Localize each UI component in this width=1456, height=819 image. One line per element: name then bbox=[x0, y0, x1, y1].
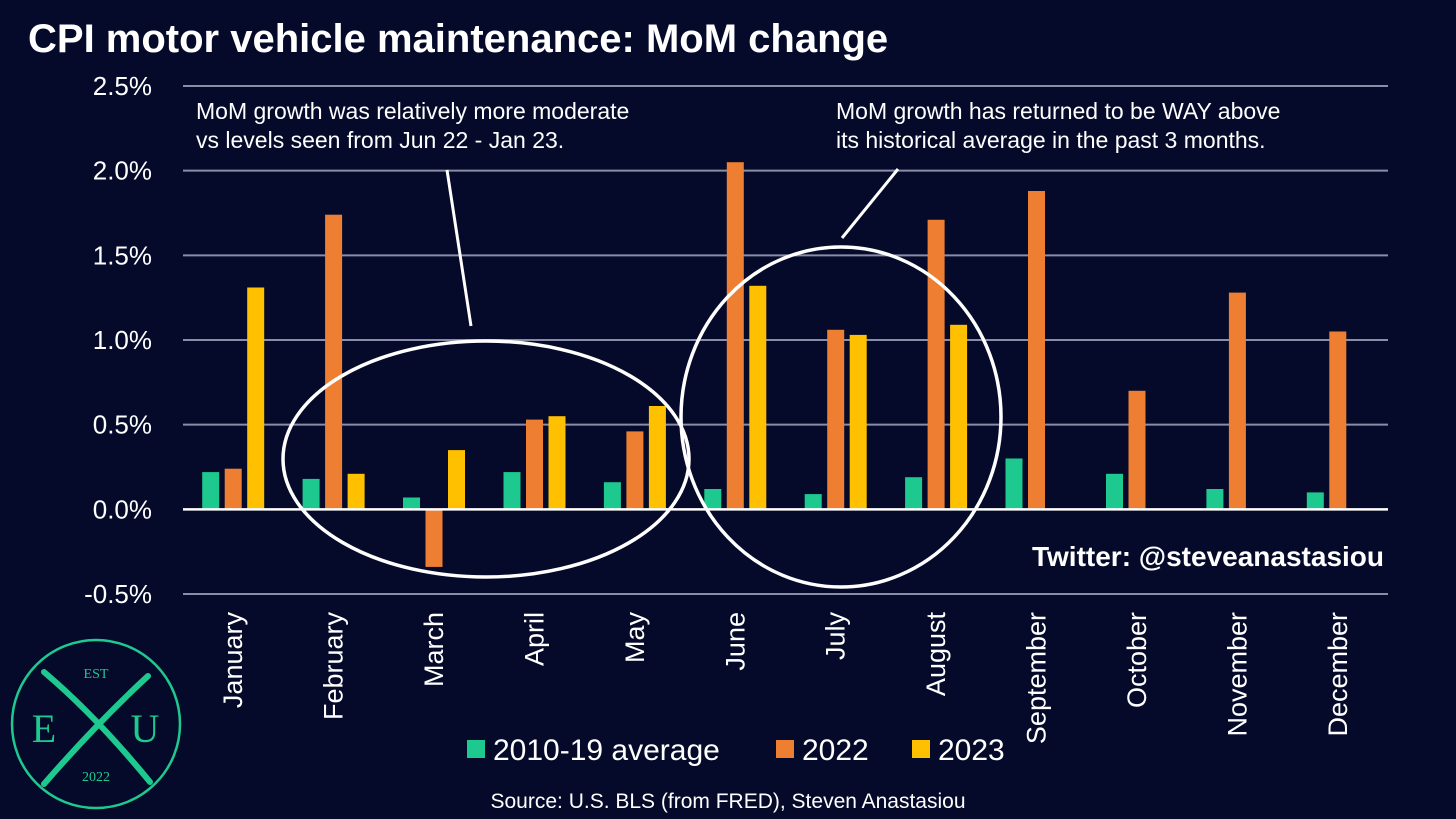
x-tick-label: December bbox=[1323, 612, 1353, 737]
bar-2022-march bbox=[425, 509, 443, 567]
bar-2022-july bbox=[827, 329, 845, 510]
bar-2023-august bbox=[950, 324, 968, 510]
bar-2023-july bbox=[849, 334, 867, 510]
chart-title: CPI motor vehicle maintenance: MoM chang… bbox=[28, 17, 888, 61]
legend-label-avg: 2010-19 average bbox=[493, 734, 720, 767]
x-tick-label: April bbox=[520, 612, 550, 666]
logo-circle bbox=[10, 638, 182, 810]
bar-2022-november bbox=[1228, 292, 1246, 510]
bar-2022-february bbox=[325, 214, 343, 510]
left-annotation-line1: MoM growth was relatively more moderate bbox=[196, 98, 629, 124]
right-annotation-line1: MoM growth has returned to be WAY above bbox=[836, 98, 1280, 124]
bar-2010-19-average-march bbox=[403, 497, 420, 510]
legend-swatch-2022 bbox=[776, 740, 794, 758]
grid-lines bbox=[183, 85, 1388, 595]
legend-swatch-avg bbox=[467, 740, 485, 758]
y-tick-label: 1.0% bbox=[93, 325, 152, 355]
logo-letter-u: U bbox=[131, 706, 160, 751]
left-highlight-ellipse bbox=[281, 339, 691, 579]
legend-label-2022: 2022 bbox=[802, 734, 869, 767]
bar-2022-december bbox=[1329, 331, 1347, 510]
x-tick-label: October bbox=[1122, 612, 1152, 708]
bar-2022-january bbox=[224, 468, 242, 510]
logo-year: 2022 bbox=[82, 770, 110, 785]
y-tick-label: 2.5% bbox=[93, 71, 152, 101]
logo-letter-e: E bbox=[32, 706, 56, 751]
x-tick-label: August bbox=[921, 612, 951, 697]
bar-2010-19-average-september bbox=[1005, 458, 1023, 510]
bar-2010-19-average-august bbox=[905, 477, 923, 510]
legend-swatch-2023 bbox=[912, 740, 930, 758]
legend-label-2023: 2023 bbox=[938, 734, 1005, 767]
right-annotation-line2: its historical average in the past 3 mon… bbox=[836, 127, 1266, 153]
logo-cross-stroke-1 bbox=[41, 669, 153, 785]
y-tick-label: -0.5% bbox=[84, 579, 152, 609]
bar-2010-19-average-december bbox=[1306, 492, 1324, 510]
bar-2010-19-average-january bbox=[202, 472, 220, 510]
x-tick-label: February bbox=[319, 612, 349, 721]
y-tick-label: 2.0% bbox=[93, 156, 152, 186]
left-annotation-line2: vs levels seen from Jun 22 - Jan 23. bbox=[196, 127, 564, 153]
right-pointer-line bbox=[840, 168, 900, 239]
x-tick-label: November bbox=[1222, 612, 1252, 737]
bar-2023-march bbox=[448, 450, 465, 510]
y-tick-label: 0.0% bbox=[93, 494, 152, 524]
bar-2022-october bbox=[1128, 390, 1146, 510]
source-note: Source: U.S. BLS (from FRED), Steven Ana… bbox=[490, 790, 965, 813]
right-highlight-ellipse bbox=[679, 245, 1003, 589]
logo-est: EST bbox=[84, 667, 109, 682]
bars bbox=[202, 162, 1347, 567]
bar-2010-19-average-november bbox=[1206, 489, 1224, 510]
bar-2023-february bbox=[347, 473, 365, 510]
bar-2010-19-average-july bbox=[804, 494, 822, 510]
bar-2010-19-average-october bbox=[1106, 473, 1123, 510]
x-tick-label: May bbox=[620, 612, 650, 664]
y-tick-label: 1.5% bbox=[93, 240, 152, 270]
x-tick-label: July bbox=[821, 612, 851, 661]
exu-logo: EST E U 2022 bbox=[10, 638, 182, 810]
bar-2010-19-average-june bbox=[704, 489, 722, 510]
bar-2022-august bbox=[927, 219, 945, 510]
x-axis-categories: January February March April May June July Augu… bbox=[218, 612, 1353, 745]
x-tick-label: January bbox=[218, 612, 248, 709]
x-tick-label: September bbox=[1022, 612, 1052, 744]
bar-2010-19-average-april bbox=[503, 472, 521, 510]
bar-2022-may bbox=[626, 431, 644, 510]
x-tick-label: March bbox=[419, 612, 449, 687]
x-tick-label: June bbox=[720, 612, 750, 671]
bar-2023-may bbox=[648, 406, 666, 510]
bar-2022-september bbox=[1028, 191, 1045, 510]
y-tick-label: 0.5% bbox=[93, 410, 152, 440]
y-axis-ticks: 2.5% 2.0% 1.5% 1.0% 0.5% 0.0% -0.5% bbox=[84, 71, 152, 609]
twitter-handle: Twitter: @steveanastasiou bbox=[1032, 541, 1384, 572]
bar-2022-june bbox=[726, 162, 744, 510]
bar-2023-june bbox=[749, 285, 767, 510]
legend: 2010-19 average 2022 2023 bbox=[467, 734, 1005, 767]
bar-2023-april bbox=[548, 416, 566, 510]
bar-2023-january bbox=[247, 287, 265, 510]
logo-cross-stroke-2 bbox=[41, 673, 151, 787]
bar-2010-19-average-february bbox=[302, 478, 320, 510]
bar-2010-19-average-may bbox=[603, 482, 621, 510]
bar-2022-april bbox=[526, 419, 543, 510]
left-pointer-line bbox=[445, 169, 473, 327]
